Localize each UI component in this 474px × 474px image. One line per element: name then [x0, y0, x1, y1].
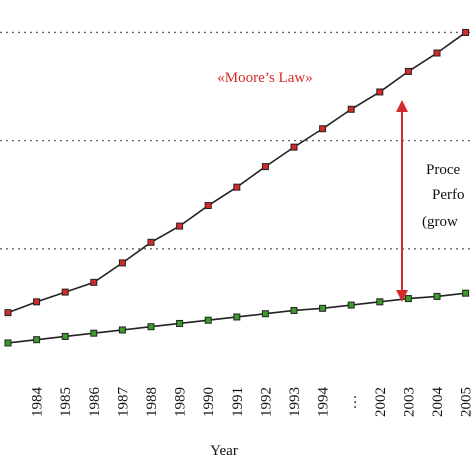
x-tick-label: 1994	[316, 387, 332, 418]
point	[33, 298, 41, 306]
arrow-head	[396, 290, 408, 302]
point	[290, 306, 298, 314]
x-tick-label: …	[344, 395, 360, 410]
point	[433, 292, 441, 300]
arrow-head	[396, 100, 408, 112]
point	[204, 202, 212, 210]
point	[176, 222, 184, 230]
x-tick-label: 1985	[58, 387, 74, 417]
point	[433, 49, 441, 57]
x-tick-label: 2002	[373, 387, 389, 417]
point	[147, 238, 155, 246]
point	[61, 332, 69, 340]
x-axis-label: Year	[210, 443, 238, 459]
point	[462, 289, 470, 297]
x-tick-label: 2003	[401, 387, 417, 417]
x-tick-label: 2004	[430, 387, 446, 418]
x-tick-label: 1989	[173, 387, 189, 417]
x-tick-label: 1991	[230, 387, 246, 417]
x-tick-label: 2005	[459, 387, 474, 417]
point	[176, 319, 184, 327]
point	[90, 278, 98, 286]
point	[462, 28, 470, 36]
x-tick-label: 1986	[87, 387, 103, 418]
annotation: Proce	[426, 162, 460, 178]
point	[347, 301, 355, 309]
point	[61, 288, 69, 296]
point	[261, 163, 269, 171]
point	[233, 313, 241, 321]
x-tick-label: 1987	[115, 387, 131, 418]
point	[204, 316, 212, 324]
x-tick-label: 1988	[144, 387, 160, 417]
point	[376, 88, 384, 96]
point	[319, 125, 327, 133]
point	[376, 298, 384, 306]
x-tick-label: 1990	[201, 387, 217, 417]
x-tick-label: 1984	[30, 387, 46, 418]
point	[233, 183, 241, 191]
point	[319, 304, 327, 312]
x-tick-label: 1993	[287, 387, 303, 417]
point	[290, 143, 298, 151]
point	[33, 336, 41, 344]
point	[404, 295, 412, 303]
point	[404, 67, 412, 75]
annotation: «Moore’s Law»	[217, 70, 312, 86]
point	[347, 105, 355, 113]
x-tick-label: 1992	[258, 387, 274, 417]
annotation: (grow	[422, 214, 458, 230]
point	[118, 326, 126, 334]
point	[4, 339, 12, 347]
point	[118, 259, 126, 267]
point	[90, 329, 98, 337]
point	[147, 323, 155, 331]
annotation: Perfo	[432, 187, 465, 203]
point	[4, 309, 12, 317]
point	[261, 310, 269, 318]
